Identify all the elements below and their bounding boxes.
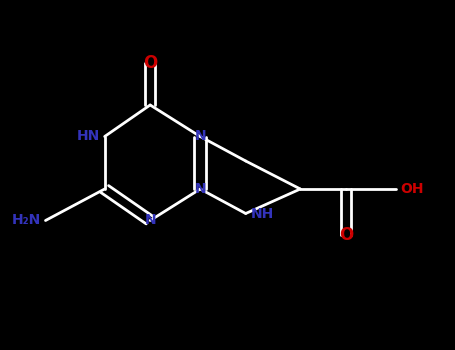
Text: O: O: [143, 54, 157, 72]
Text: OH: OH: [400, 182, 424, 196]
Text: NH: NH: [250, 206, 273, 220]
Text: N: N: [144, 214, 156, 228]
Text: N: N: [194, 182, 206, 196]
Text: O: O: [339, 225, 353, 244]
Text: HN: HN: [77, 130, 100, 144]
Text: N: N: [194, 130, 206, 144]
Text: H₂N: H₂N: [12, 214, 41, 228]
